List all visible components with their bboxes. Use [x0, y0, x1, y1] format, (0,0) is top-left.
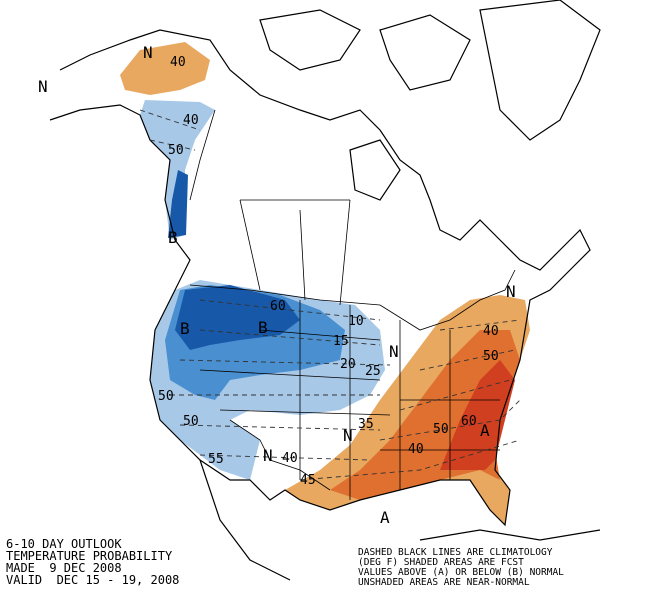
map-label: B: [258, 318, 268, 337]
coastline: [259, 9, 361, 71]
map-label: 15: [333, 334, 349, 349]
map-label: 25: [365, 364, 381, 379]
map-label: 50: [158, 389, 174, 404]
map-label: 50: [483, 349, 499, 364]
border: [189, 109, 216, 201]
border: [189, 269, 516, 331]
legend-note: DASHED BLACK LINES ARE CLIMATOLOGY (DEG …: [355, 544, 635, 590]
coastline: [349, 139, 401, 201]
basemap: [49, 0, 601, 581]
map-label: N: [263, 446, 273, 465]
map-label: 40: [170, 55, 186, 70]
note-line: UNSHADED AREAS ARE NEAR-NORMAL: [358, 577, 530, 588]
coastline: [199, 459, 291, 581]
map-label: A: [380, 508, 390, 527]
map-label: 50: [433, 422, 449, 437]
map-labels: N 40 N 40 50 B B B 60 10 15 20 25 N 50 5…: [38, 43, 516, 527]
note-line: VALUES ABOVE (A) OR BELOW (B) NORMAL: [358, 567, 564, 578]
note-background: [355, 544, 635, 590]
map-label: B: [180, 319, 190, 338]
coastline: [479, 0, 601, 141]
map-label: N: [506, 282, 516, 301]
map-label: N: [343, 426, 353, 445]
border: [239, 199, 351, 306]
map-label: 50: [168, 143, 184, 158]
map-label: 35: [358, 417, 374, 432]
coastline: [379, 14, 471, 91]
below-area: [140, 100, 215, 240]
caption-line: 6-10 DAY OUTLOOK: [6, 537, 122, 551]
caption-line: MADE 9 DEC 2008: [6, 561, 122, 575]
map-label: A: [480, 421, 490, 440]
climatology-line: [139, 109, 521, 481]
below-area-strong: [168, 170, 188, 238]
map-label: N: [38, 77, 48, 96]
border: [199, 300, 500, 500]
map-label: 40: [408, 442, 424, 457]
above-area-strong: [440, 360, 515, 470]
map-label: 45: [300, 473, 316, 488]
map-label: 40: [183, 113, 199, 128]
map-label: 40: [483, 324, 499, 339]
note-line: DASHED BLACK LINES ARE CLIMATOLOGY: [358, 547, 553, 558]
caption-line: VALID DEC 15 - 19, 2008: [6, 573, 179, 587]
caption-line: TEMPERATURE PROBABILITY: [6, 549, 173, 563]
below-area-strong: [175, 285, 300, 350]
caption: 6-10 DAY OUTLOOK TEMPERATURE PROBABILITY…: [6, 537, 179, 587]
forecast-shading: [120, 42, 530, 525]
map-label: 20: [340, 357, 356, 372]
map-label: N: [143, 43, 153, 62]
map-label: 10: [348, 314, 364, 329]
map-label: 60: [270, 299, 286, 314]
map-label: N: [389, 342, 399, 361]
climatology-lines: [139, 109, 521, 481]
coastline: [419, 529, 601, 541]
map-label: 60: [461, 414, 477, 429]
map-label: 50: [183, 414, 199, 429]
note-line: (DEG F) SHADED AREAS ARE FCST: [358, 557, 524, 568]
map-label: 40: [282, 451, 298, 466]
map-label: B: [168, 228, 178, 247]
above-area: [120, 42, 210, 95]
map-label: 55: [208, 452, 224, 467]
